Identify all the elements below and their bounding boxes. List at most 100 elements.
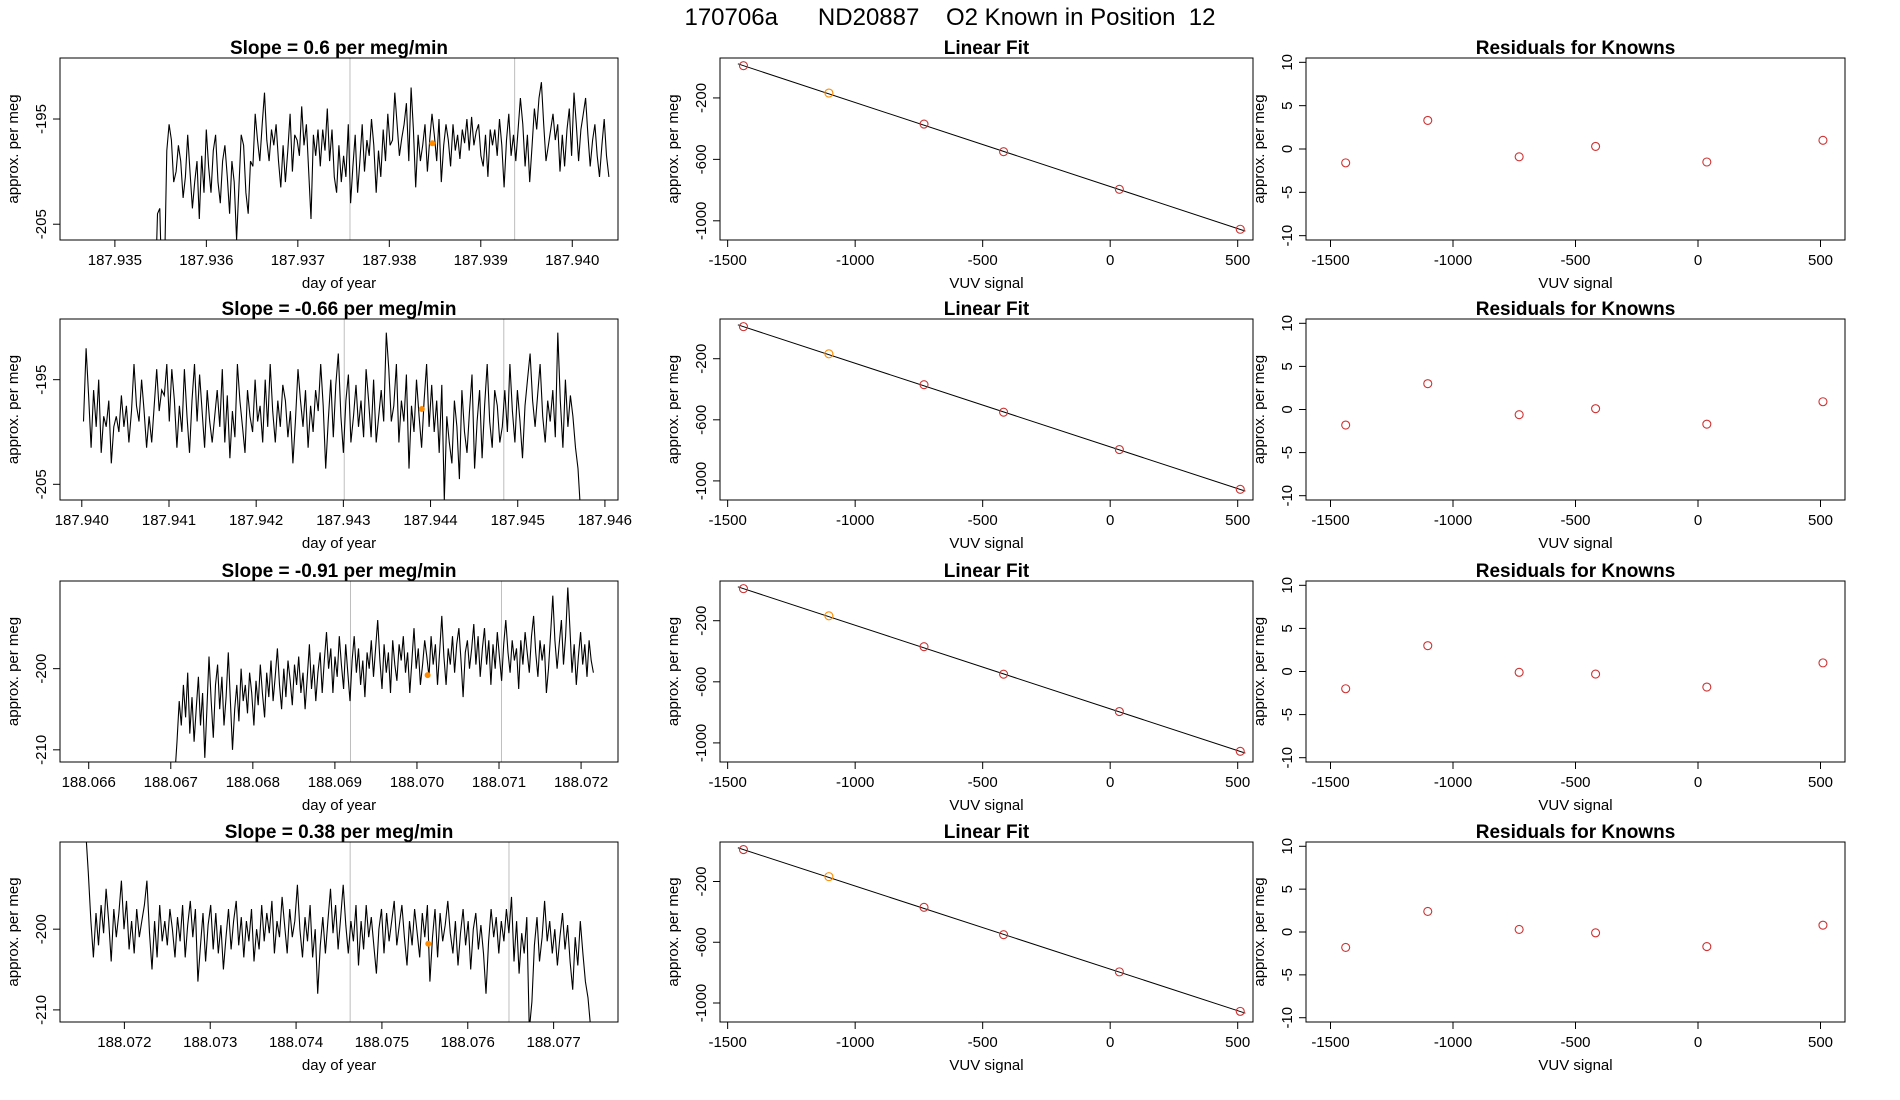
y-tick-label: -600 <box>693 927 710 957</box>
x-axis-label: VUV signal <box>949 535 1023 552</box>
x-tick-label: -500 <box>1560 774 1590 791</box>
panel-title: Residuals for Knowns <box>1476 822 1676 843</box>
y-tick-label: -200 <box>693 83 710 113</box>
x-tick-label: 500 <box>1808 512 1833 529</box>
y-tick-label: 10 <box>1279 838 1296 855</box>
plot-area <box>737 584 1246 756</box>
y-tick-label: -10 <box>1279 1007 1296 1029</box>
fit-line <box>737 63 1246 232</box>
data-point <box>1591 141 1601 151</box>
x-tick-label: -1000 <box>1434 512 1472 529</box>
x-tick-label: 187.939 <box>454 252 508 269</box>
x-tick-label: 188.072 <box>97 1034 151 1051</box>
x-tick-label: 188.074 <box>269 1034 323 1051</box>
x-tick-label: 187.937 <box>271 252 325 269</box>
x-tick-label: 188.071 <box>472 774 526 791</box>
panel-title: Slope = -0.91 per meg/min <box>222 561 457 582</box>
x-tick-label: -1000 <box>1434 252 1472 269</box>
x-tick-label: -500 <box>1560 512 1590 529</box>
data-point <box>1591 404 1601 414</box>
x-axis-label: VUV signal <box>1538 275 1612 292</box>
x-tick-label: 188.067 <box>144 774 198 791</box>
x-axis-label: day of year <box>302 1057 376 1074</box>
x-tick-label: 187.938 <box>362 252 416 269</box>
y-tick-label: -205 <box>33 209 50 239</box>
data-point <box>1114 967 1124 977</box>
y-tick-label: -205 <box>33 469 50 499</box>
x-tick-label: 0 <box>1694 1034 1702 1051</box>
y-tick-label: -600 <box>693 405 710 435</box>
plot-frame <box>1305 580 1846 763</box>
y-tick-label: -195 <box>33 104 50 134</box>
plot-area <box>1341 906 1828 952</box>
x-tick-label: 188.077 <box>526 1034 580 1051</box>
data-point <box>1514 667 1524 677</box>
x-tick-label: 187.940 <box>545 252 599 269</box>
y-axis-label: approx. per meg <box>1251 877 1268 986</box>
y-tick-label: -195 <box>33 365 50 395</box>
x-tick-label: -1500 <box>1311 774 1349 791</box>
highlight-point <box>418 405 425 412</box>
y-axis-label: approx. per meg <box>665 877 682 986</box>
y-tick-label: -200 <box>693 606 710 636</box>
x-tick-label: 0 <box>1106 1034 1114 1051</box>
data-point <box>1591 928 1601 938</box>
data-trace <box>156 82 610 240</box>
data-point <box>1818 920 1828 930</box>
x-tick-label: -1000 <box>836 774 874 791</box>
plot-area <box>82 319 581 500</box>
data-point <box>738 61 749 71</box>
x-tick-label: -1500 <box>708 1034 746 1051</box>
fit-line <box>737 586 1246 754</box>
panel-r2-c3: Residuals for Knowns VUV signal approx. pe… <box>1251 299 1846 552</box>
panel-r1-c1: Slope = 0.6 per meg/min day of year approx… <box>5 38 619 292</box>
y-tick-label: 0 <box>1279 405 1296 413</box>
x-tick-label: -500 <box>1560 1034 1590 1051</box>
data-point <box>1423 379 1433 389</box>
data-point <box>1235 1006 1245 1016</box>
y-tick-label: -1000 <box>693 202 710 240</box>
x-tick-label: 0 <box>1694 512 1702 529</box>
x-tick-label: 500 <box>1225 252 1250 269</box>
data-point <box>1114 184 1124 194</box>
data-point <box>919 902 929 912</box>
data-point <box>1818 658 1828 668</box>
y-tick-label: 0 <box>1279 145 1296 153</box>
panel-title: Slope = 0.38 per meg/min <box>225 822 454 843</box>
panel-r2-c1: Slope = -0.66 per meg/min day of year appr… <box>5 299 632 552</box>
data-point <box>1341 158 1351 168</box>
data-point <box>999 147 1009 157</box>
data-point <box>1514 152 1524 162</box>
data-trace <box>82 332 581 500</box>
y-axis-label: approx. per meg <box>5 355 22 464</box>
x-tick-label: -1000 <box>1434 774 1472 791</box>
data-point <box>1423 115 1433 125</box>
y-tick-label: 5 <box>1279 362 1296 370</box>
x-tick-label: 188.075 <box>355 1034 409 1051</box>
y-tick-label: -5 <box>1279 186 1296 199</box>
x-tick-label: 187.941 <box>142 512 196 529</box>
data-point-highlight <box>824 611 834 621</box>
data-point <box>1235 484 1245 494</box>
data-point <box>919 642 929 652</box>
data-point <box>1818 397 1828 407</box>
y-tick-label: -210 <box>33 995 50 1025</box>
x-tick-label: -500 <box>968 1034 998 1051</box>
panel-r4-c2: Linear Fit VUV signal approx. per meg -1500… <box>665 822 1254 1074</box>
y-tick-label: -210 <box>33 735 50 765</box>
x-tick-label: -1500 <box>708 512 746 529</box>
panel-title: Slope = 0.6 per meg/min <box>230 38 448 59</box>
data-point <box>1818 135 1828 145</box>
plot-area <box>1341 115 1828 168</box>
panel-title: Slope = -0.66 per meg/min <box>222 299 457 320</box>
y-axis-label: approx. per meg <box>665 94 682 203</box>
x-tick-label: 500 <box>1808 252 1833 269</box>
data-point <box>919 119 929 129</box>
x-tick-label: 188.069 <box>308 774 362 791</box>
data-point <box>1235 224 1245 234</box>
x-tick-label: -500 <box>968 512 998 529</box>
data-point <box>999 407 1009 417</box>
data-point <box>999 669 1009 679</box>
data-point <box>1114 445 1124 455</box>
